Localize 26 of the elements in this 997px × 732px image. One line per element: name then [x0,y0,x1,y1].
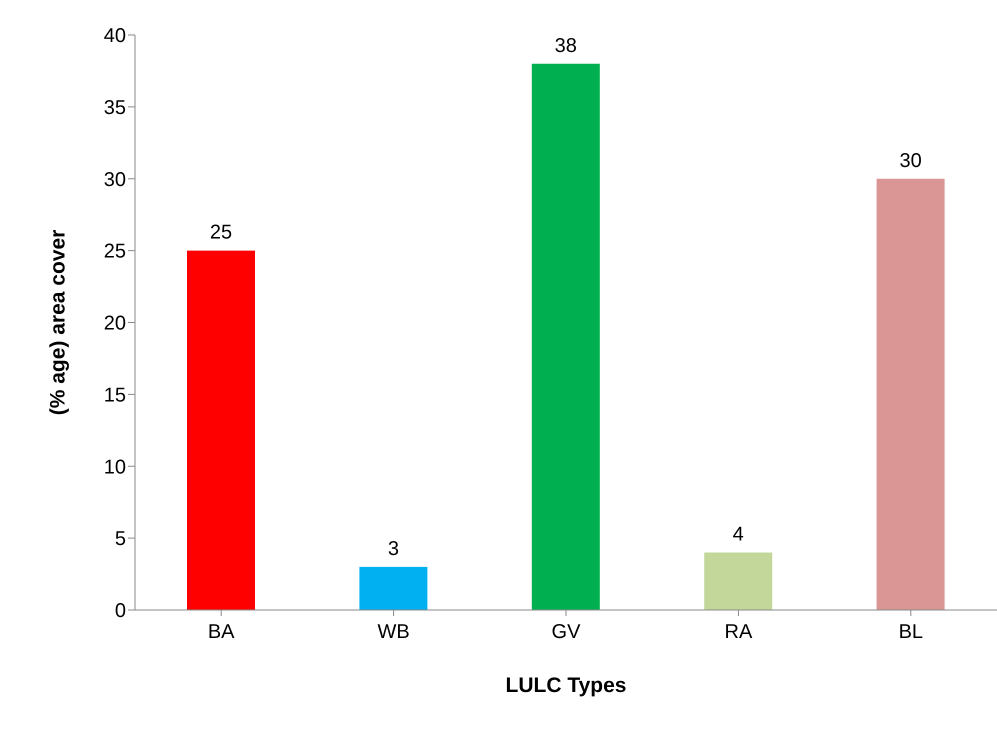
x-tick-label: GV [552,621,582,644]
data-label: 38 [554,34,577,57]
x-tick-label: RA [724,621,753,644]
y-tick-label: 25 [104,240,126,263]
data-label: 4 [732,524,744,546]
y-tick-label: 35 [104,96,126,119]
bar [187,250,255,610]
bar [532,64,600,610]
y-tick-label: 30 [104,168,126,191]
bar [704,552,772,610]
y-axis-title: (% age) area cover [46,230,70,416]
x-axis-title: LULC Types [506,674,626,697]
data-label: 3 [388,538,399,560]
x-tick-label: WB [377,621,410,644]
y-tick-label: 40 [104,25,126,48]
bar [876,178,945,610]
y-tick-label: 20 [104,312,126,335]
y-tick-label: 15 [104,384,126,406]
y-tick-label: 0 [114,600,126,622]
y-tick-label: 5 [114,528,126,550]
x-tick-label: BA [208,621,236,644]
data-label: 30 [899,150,922,172]
data-label: 25 [210,222,232,244]
bar [359,566,428,610]
y-tick-label: 10 [104,456,126,478]
x-tick-label: BL [898,621,924,644]
